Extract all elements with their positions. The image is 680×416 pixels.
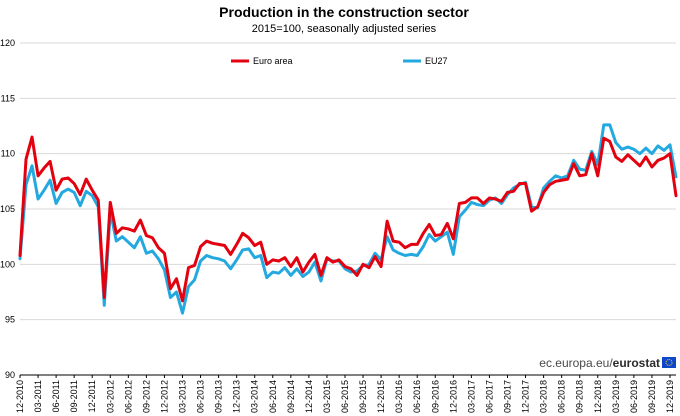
x-tick-label: 12-2015	[376, 380, 386, 413]
source-credit: ec.europa.eu/eurostat	[539, 356, 676, 370]
y-tick-label: 90	[5, 370, 15, 380]
x-tick-label: 12-2018	[593, 380, 603, 413]
x-tick-label: 09-2013	[214, 380, 224, 413]
legend: Euro area EU27	[231, 56, 448, 66]
x-tick-label: 06-2013	[196, 380, 206, 413]
x-tick-label: 03-2014	[250, 380, 260, 413]
x-tick-label: 12-2019	[665, 380, 675, 413]
chart-title: Production in the construction sector	[219, 4, 469, 20]
y-tick-label: 120	[0, 38, 15, 48]
x-tick-label: 09-2017	[502, 380, 512, 413]
y-tick-label: 115	[1, 93, 15, 103]
y-tick-label: 95	[5, 315, 15, 325]
source-prefix: ec.europa.eu/	[539, 356, 613, 370]
y-tick-label: 105	[0, 204, 15, 214]
x-tick-label: 03-2017	[466, 380, 476, 413]
series-lines	[18, 123, 678, 315]
series-line-euro-area	[18, 135, 678, 303]
series-line-eu27	[18, 123, 678, 315]
x-tick-label: 09-2015	[358, 380, 368, 413]
x-tick-label: 12-2017	[521, 380, 531, 413]
source-text: ec.europa.eu/eurostat	[539, 356, 660, 370]
x-tick-label: 09-2012	[141, 380, 151, 413]
x-tick-label: 12-2012	[159, 380, 169, 413]
x-tick-label: 12-2014	[304, 380, 314, 413]
x-tick-label: 09-2019	[647, 380, 657, 413]
chart-subtitle: 2015=100, seasonally adjusted series	[252, 23, 437, 35]
x-tick-label: 12-2010	[15, 380, 25, 413]
axes: 90 95 100 105 110 115 120 12-2010 03-2011 06-2011…	[0, 38, 676, 413]
x-tick-label: 12-2016	[448, 380, 458, 413]
x-tick-label: 03-2015	[322, 380, 332, 413]
x-tick-label: 03-2011	[33, 380, 43, 412]
x-tick-label: 03-2016	[394, 380, 404, 413]
x-tick-label: 03-2013	[177, 380, 187, 413]
legend-label-euro-area: Euro area	[253, 56, 293, 66]
x-tick-label: 06-2011	[51, 380, 61, 412]
x-tick-label: 06-2015	[340, 380, 350, 413]
x-tick-label: 09-2014	[286, 380, 296, 413]
x-tick-label: 09-2011	[69, 380, 79, 412]
x-tick-label: 06-2018	[557, 380, 567, 413]
x-tick-label: 06-2012	[123, 380, 133, 413]
x-tick-label: 06-2019	[629, 380, 639, 413]
eu-flag-icon	[662, 357, 676, 368]
y-tick-label: 100	[0, 259, 15, 269]
x-tick-label: 06-2014	[268, 380, 278, 413]
x-tick-label: 09-2018	[575, 380, 585, 413]
x-tick-label: 12-2013	[232, 380, 242, 413]
x-tick-label: 12-2011	[87, 380, 97, 412]
x-tick-label: 09-2016	[430, 380, 440, 413]
legend-label-eu27: EU27	[425, 56, 448, 66]
x-tick-label: 06-2017	[484, 380, 494, 413]
source-brand: eurostat	[613, 356, 660, 370]
y-tick-label: 110	[1, 149, 15, 159]
x-tick-label: 03-2012	[105, 380, 115, 413]
gridlines	[20, 42, 676, 321]
x-tick-label: 03-2019	[611, 380, 621, 413]
x-tick-label: 06-2016	[412, 380, 422, 413]
x-tick-label: 03-2018	[539, 380, 549, 413]
